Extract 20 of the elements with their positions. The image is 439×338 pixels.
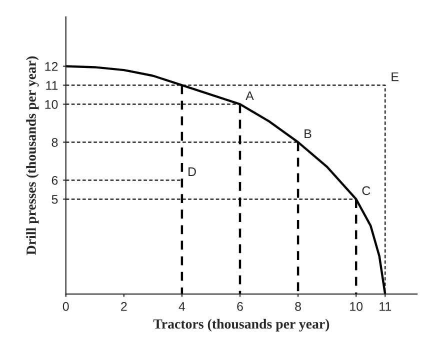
x-tick-label: 4 — [178, 302, 186, 311]
annotation: C — [362, 186, 370, 196]
x-tick-label: 6 — [237, 302, 243, 311]
y-tick-label: 8 — [52, 138, 58, 147]
x-tick-label: 2 — [121, 302, 127, 311]
y-tick-label: 12 — [45, 62, 58, 71]
y-tick-label: 11 — [46, 81, 58, 90]
x-tick-label: 0 — [62, 302, 69, 311]
annotation: D — [188, 167, 196, 176]
y-tick-label: 5 — [52, 195, 58, 204]
annotation: A — [246, 91, 254, 100]
x-tick-label: 10 — [350, 302, 363, 311]
annotation: E — [392, 72, 398, 82]
x-axis-title: Tractors (thousands per year) — [153, 318, 330, 332]
x-tick-label: 8 — [295, 302, 301, 311]
y-tick-label: 10 — [45, 100, 58, 109]
annotation: B — [304, 129, 312, 138]
x-tick-label: 11 — [380, 302, 392, 311]
y-axis-title: Drill presses (thousands per year) — [26, 56, 39, 255]
y-tick-label: 6 — [52, 176, 58, 185]
